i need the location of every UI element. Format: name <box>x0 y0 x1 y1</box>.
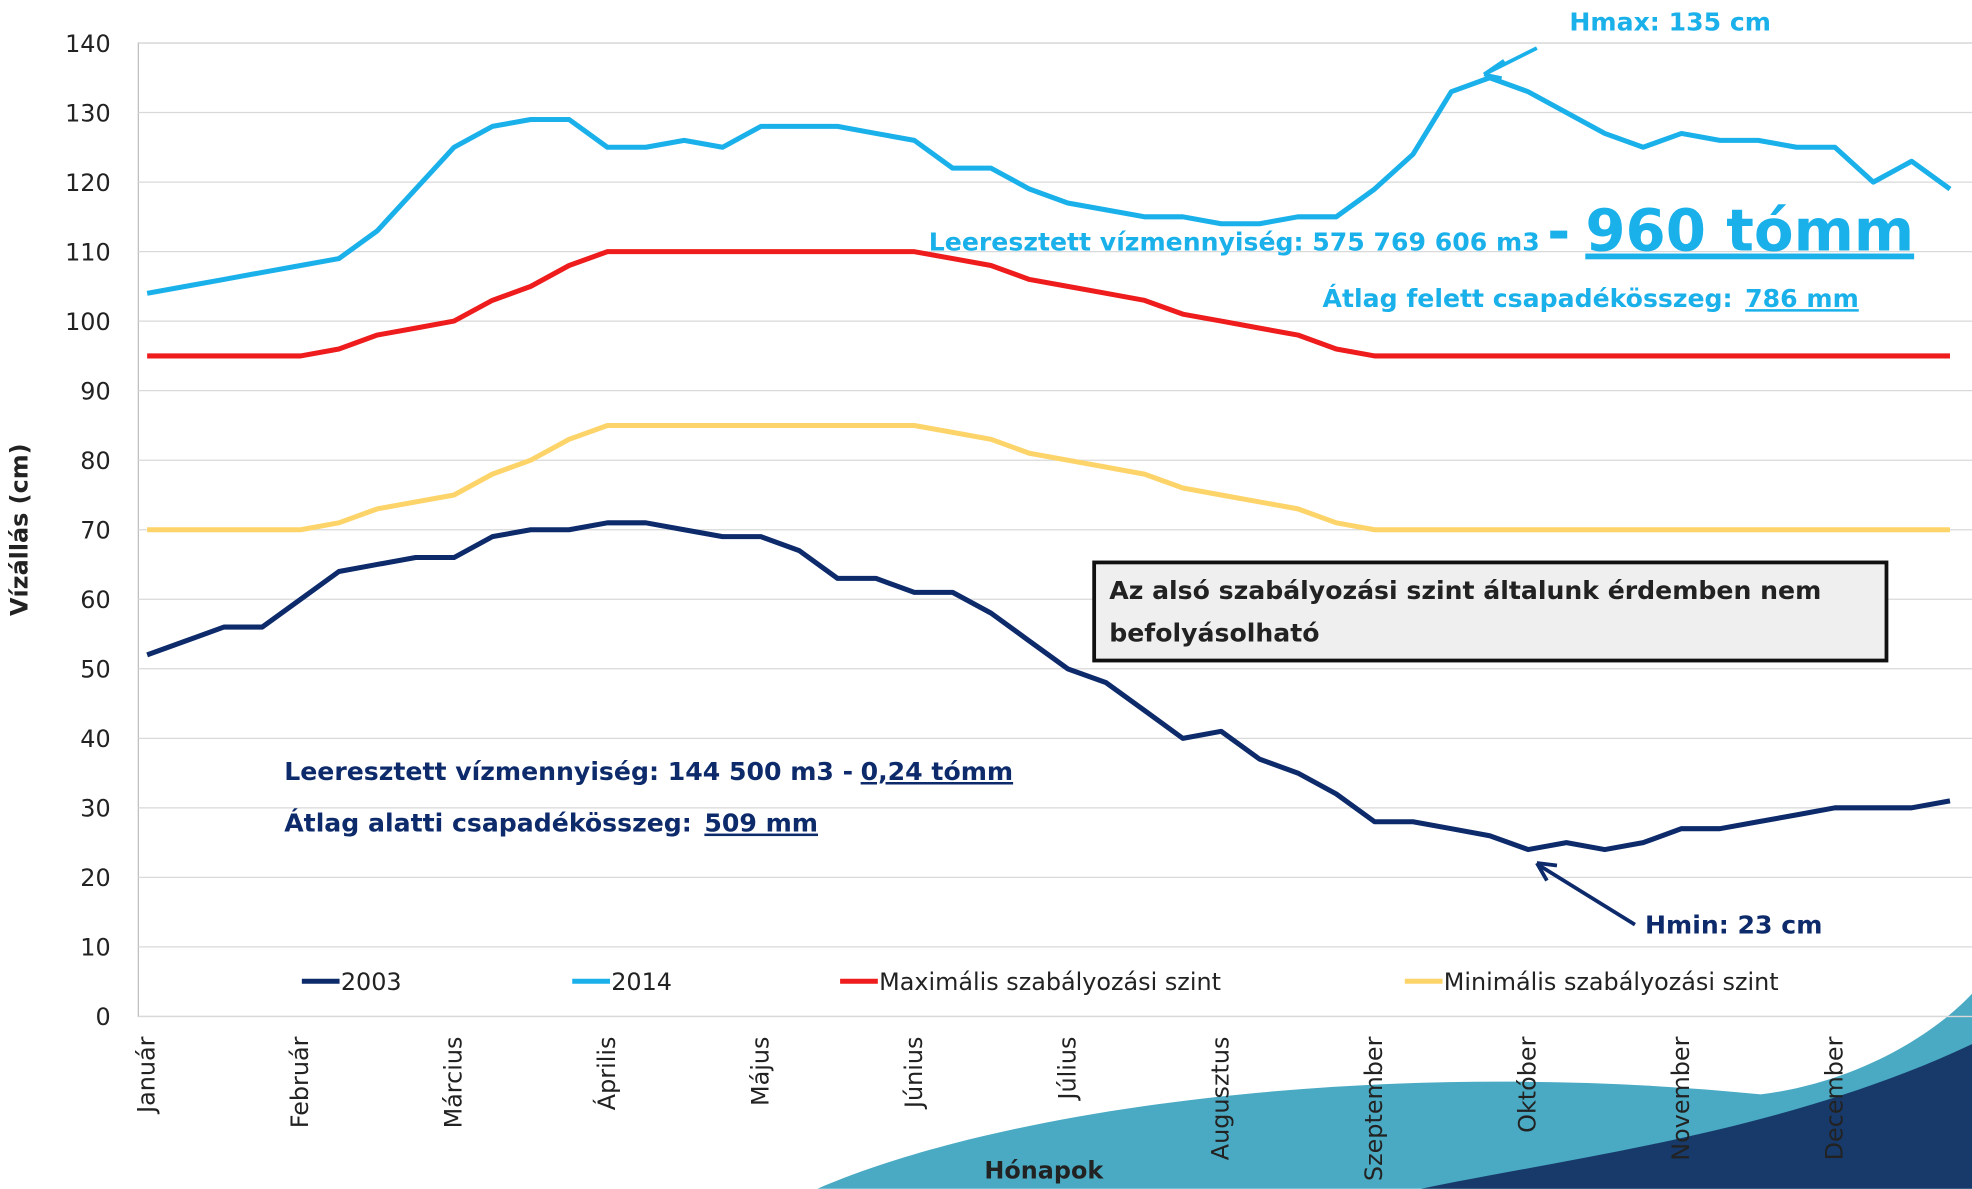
y-tick-label: 120 <box>65 169 111 197</box>
bottom-rain-value: 509 mm <box>704 809 818 838</box>
chart: 0 10 20 30 40 50 60 70 80 90 100 110 120 130 140 Január… <box>0 0 1972 1189</box>
x-tick-label: Augusztus <box>1207 1037 1235 1161</box>
bottom-tomm: 0,24 tómm <box>861 757 1013 786</box>
bottom-volume-text: Leeresztett vízmennyiség: 144 500 m3 - <box>284 757 853 786</box>
y-tick-label: 50 <box>80 656 110 684</box>
top-volume-text: Leeresztett vízmennyiség: 575 769 606 m3 <box>929 228 1540 257</box>
x-tick-label: Március <box>440 1037 468 1129</box>
bottom-rain-label: Átlag alatti csapadékösszeg: <box>284 809 692 838</box>
top-rain-label: Átlag felett csapadékösszeg: <box>1323 284 1733 313</box>
y-tick-label: 70 <box>80 517 110 545</box>
top-dash: - <box>1547 201 1570 265</box>
note-line: befolyásolható <box>1109 619 1319 648</box>
x-tick-label: Április <box>592 1037 621 1111</box>
legend-label: Maximális szabályozási szint <box>879 968 1221 996</box>
legend: 2003 2014 Maximális szabályozási szint Mini… <box>302 968 1779 996</box>
y-tick-label: 80 <box>80 447 110 475</box>
y-tick-label: 0 <box>95 1003 110 1031</box>
hmax-label: Hmax: 135 cm <box>1569 7 1771 36</box>
top-rain: Átlag felett csapadékösszeg: 786 mm <box>1323 284 1859 313</box>
legend-label: 2014 <box>611 968 672 996</box>
x-tick-label: Szeptember <box>1360 1036 1388 1181</box>
top-rain-value: 786 mm <box>1745 284 1859 313</box>
bottom-rain: Átlag alatti csapadékösszeg: 509 mm <box>284 809 818 838</box>
y-tick-label: 90 <box>80 377 110 405</box>
x-tick-label: Június <box>900 1037 928 1111</box>
top-tomm: 960 tómm <box>1585 197 1914 265</box>
x-tick-label: Május <box>746 1037 774 1106</box>
hmin-label: Hmin: 23 cm <box>1645 910 1822 939</box>
hmax-arrow-head <box>1484 61 1504 79</box>
x-tick-label: Január <box>133 1036 161 1115</box>
y-tick-label: 60 <box>80 586 110 614</box>
x-tick-label: November <box>1667 1036 1695 1160</box>
lines <box>147 78 1950 850</box>
y-tick-label: 40 <box>80 725 110 753</box>
legend-label: Minimális szabályozási szint <box>1444 968 1779 996</box>
x-tick-label: Október <box>1514 1036 1542 1132</box>
y-tick-label: 140 <box>65 30 111 58</box>
hmin-arrow <box>1539 866 1635 925</box>
y-axis-label: Vízállás (cm) <box>6 443 34 616</box>
x-tick-label: Július <box>1053 1037 1081 1102</box>
x-axis-label: Hónapok <box>984 1157 1104 1185</box>
note-line: Az alsó szabályozási szint általunk érde… <box>1109 576 1821 605</box>
y-tick-label: 30 <box>80 795 110 823</box>
y-tick-label: 110 <box>65 238 111 266</box>
x-tick-label: December <box>1820 1036 1848 1160</box>
y-tick-label: 130 <box>65 99 111 127</box>
x-tick-label: Február <box>286 1036 314 1128</box>
y-tick-label: 100 <box>65 308 111 336</box>
y-tick-label: 20 <box>80 864 110 892</box>
y-tick-label: 10 <box>80 934 110 962</box>
bottom-volume: Leeresztett vízmennyiség: 144 500 m3 - 0,… <box>284 757 1013 786</box>
page: 0 10 20 30 40 50 60 70 80 90 100 110 120 130 140 Január… <box>0 0 1972 1189</box>
series-line <box>147 425 1950 529</box>
legend-label: 2003 <box>341 968 402 996</box>
